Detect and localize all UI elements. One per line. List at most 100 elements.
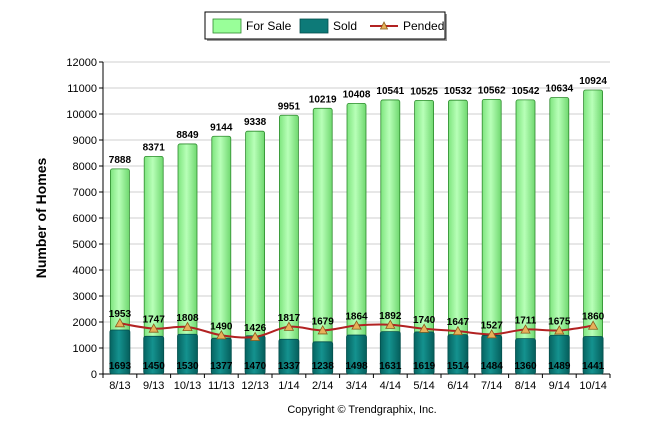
sold-bar: [582, 336, 604, 375]
sold-bar: [278, 338, 300, 375]
for-sale-value-label: 10542: [512, 86, 540, 97]
sold-value-label: 1498: [345, 361, 368, 372]
x-tick-label: 10/13: [174, 380, 202, 392]
x-tick-label: 9/13: [143, 380, 164, 392]
for-sale-value-label: 7888: [109, 155, 132, 166]
pended-marker: [182, 321, 193, 331]
pended-marker: [554, 325, 565, 335]
pended-marker: [148, 323, 159, 333]
pended-marker: [486, 328, 497, 339]
pended-line: [114, 317, 599, 341]
sold-bar: [109, 329, 131, 375]
pended-value-label: 1864: [345, 312, 368, 323]
for-sale-bar: [346, 102, 367, 375]
for-sale-bar: [583, 89, 603, 375]
for-sale-value-label: 9951: [278, 101, 301, 112]
pended-value-label: 1892: [379, 311, 402, 322]
for-sale-value-label: 10219: [309, 94, 337, 105]
y-tick-label: 2000: [73, 317, 97, 329]
sold-bar: [515, 338, 536, 375]
for-sale-value-label: 10634: [545, 84, 573, 95]
sold-value-label: 1619: [413, 361, 436, 372]
for-sale-value-label: 9338: [244, 117, 267, 128]
legend-swatch-pended-marker: [379, 21, 389, 30]
x-tick-label: 12/13: [241, 380, 269, 392]
sold-value-label: 1360: [514, 361, 537, 372]
pended-value-label: 1647: [447, 317, 470, 328]
legend-swatch-for-sale: [212, 18, 242, 34]
x-tick-label: 9/14: [549, 380, 570, 392]
pended-marker: [114, 317, 126, 328]
pended-value-label: 1490: [210, 321, 233, 332]
copyright-text: Copyright © Trendgraphix, Inc.: [287, 404, 436, 416]
x-tick-label: 1/14: [278, 380, 299, 392]
pended-value-label: 1426: [244, 323, 267, 334]
y-tick-label: 4000: [73, 265, 97, 277]
y-tick-label: 8000: [73, 161, 97, 173]
y-axis-label: Number of Homes: [33, 158, 49, 279]
sold-value-label: 1238: [312, 361, 335, 372]
x-tick-label: 8/13: [109, 380, 130, 392]
pended-value-label: 1740: [413, 315, 436, 326]
x-tick-label: 6/14: [447, 380, 468, 392]
for-sale-value-label: 10541: [376, 86, 404, 97]
pended-marker: [283, 321, 295, 331]
pended-value-label: 1860: [582, 312, 605, 323]
pended-value-label: 1711: [515, 316, 537, 327]
for-sale-value-label: 10408: [343, 89, 371, 100]
x-tick-label: 7/14: [481, 380, 502, 392]
pended-value-label: 1527: [481, 320, 504, 331]
for-sale-bar: [278, 114, 299, 375]
y-tick-label: 5000: [73, 239, 97, 251]
for-sale-value-label: 8371: [143, 142, 166, 153]
data-labels: 7888 8371 8849 9144 9338 9951 10219 10408 10541 1…: [109, 76, 608, 372]
pended-value-label: 1817: [278, 313, 301, 324]
sold-value-label: 1450: [143, 361, 166, 372]
for-sale-value-label: 10532: [444, 86, 472, 97]
sold-value-label: 1489: [548, 361, 571, 372]
y-tick-label: 10000: [66, 109, 97, 121]
y-tick-label: 6000: [73, 213, 97, 225]
pended-marker: [317, 325, 328, 335]
y-tick-label: 3000: [73, 291, 97, 303]
pended-value-label: 1808: [176, 313, 199, 324]
x-tick-label: 2/14: [312, 380, 333, 392]
y-tick-label: 9000: [73, 135, 97, 147]
sold-value-label: 1337: [278, 361, 301, 372]
sold-bar: [143, 335, 165, 375]
x-tick-label: 5/14: [413, 380, 434, 392]
sold-value-label: 1693: [109, 361, 132, 372]
pended-marker: [385, 319, 396, 329]
pended-value-label: 1675: [548, 316, 571, 327]
sold-bar: [312, 341, 334, 375]
pended-marker: [418, 323, 430, 333]
pended-marker: [216, 329, 227, 340]
x-tick-label: 3/14: [346, 380, 367, 392]
pended-value-label: 1679: [312, 316, 335, 327]
sold-value-label: 1514: [447, 361, 470, 372]
legend-label-pended: Pended: [403, 19, 444, 33]
sold-bar: [346, 334, 367, 375]
y-tick-label: 0: [91, 369, 97, 381]
for-sale-value-label: 10924: [579, 76, 607, 87]
x-tick-label: 11/13: [208, 380, 235, 392]
legend-swatch-sold: [299, 18, 329, 34]
pended-value-label: 1747: [143, 315, 166, 326]
pended-value-label: 1953: [109, 309, 132, 320]
pended-marker: [587, 320, 599, 330]
for-sale-value-label: 9144: [210, 122, 233, 133]
sold-value-label: 1631: [379, 361, 402, 372]
pended-marker: [351, 320, 362, 330]
y-tick-label: 1000: [73, 343, 97, 355]
sold-bar: [379, 331, 401, 375]
bars: [109, 89, 604, 375]
sold-value-label: 1377: [210, 361, 233, 372]
sold-bar: [548, 334, 570, 375]
legend-label-for-sale: For Sale: [246, 19, 292, 33]
legend-label-sold: Sold: [333, 19, 357, 33]
sold-value-label: 1530: [176, 361, 199, 372]
x-tick-label: 8/14: [515, 380, 536, 392]
sold-value-label: 1484: [481, 361, 504, 372]
sold-value-label: 1470: [244, 361, 267, 372]
